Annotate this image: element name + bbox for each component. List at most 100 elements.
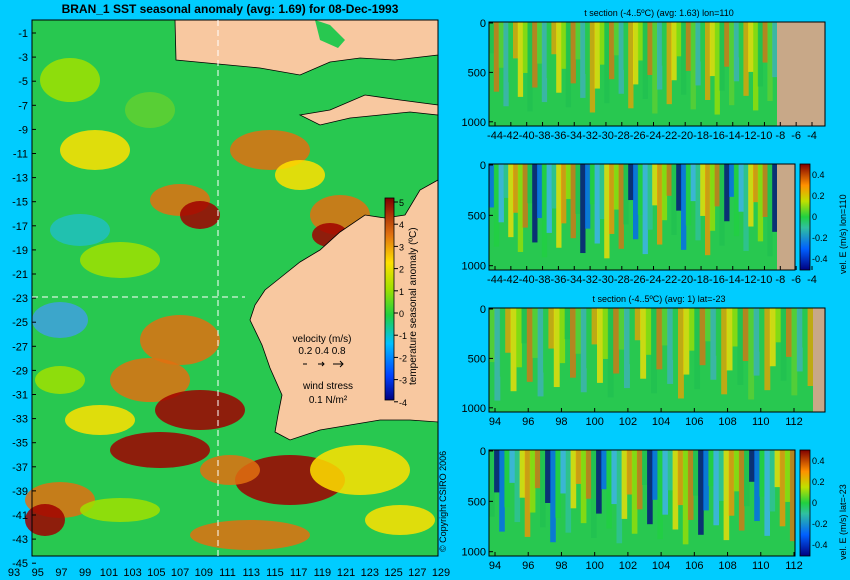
section-stripe <box>586 308 593 369</box>
section-stripe <box>671 22 677 81</box>
section-stripe <box>733 22 740 82</box>
section-stripe <box>656 308 663 370</box>
section-stripe <box>489 450 495 517</box>
panel-xtick-label: -8 <box>775 130 785 142</box>
section-stripe <box>513 164 519 213</box>
section-stripe <box>774 450 781 488</box>
section-stripe <box>700 22 706 62</box>
lon-tick-label: 119 <box>314 567 332 579</box>
section-stripe <box>807 308 814 386</box>
panel-xtick-label: -10 <box>756 274 772 286</box>
sst-colorbar-tick-label: -2 <box>399 353 407 363</box>
section-stripe <box>672 308 679 360</box>
section-stripe <box>657 164 663 245</box>
section-stripe <box>553 308 560 388</box>
section-stripe <box>784 450 791 502</box>
section-stripe <box>647 164 653 230</box>
sst-colorbar-tick-label: 5 <box>399 198 404 208</box>
panel-xtick-label: -40 <box>519 130 535 142</box>
section-stripe <box>565 450 572 533</box>
panel-xtick-label: -16 <box>709 274 725 286</box>
panel-xtick-label: 94 <box>489 416 501 428</box>
lon-tick-label: 101 <box>100 567 118 579</box>
section-stripe <box>676 164 682 211</box>
section-stripe <box>609 164 615 234</box>
lat-tick-label: -13 <box>12 173 28 185</box>
lat-tick-label: -21 <box>12 269 28 281</box>
section-stripe <box>642 450 648 485</box>
section-stripe <box>551 164 557 209</box>
lat-tick-label: -27 <box>12 341 28 353</box>
vel-colorbar-tick-label: -0.2 <box>812 519 828 529</box>
section-stripe <box>786 308 792 357</box>
section-stripe <box>695 22 701 86</box>
lon-tick-label: 111 <box>219 567 236 579</box>
section-stripe <box>753 164 759 203</box>
section-stripe <box>517 164 524 252</box>
section-stripe <box>775 308 782 343</box>
section-stripe <box>611 450 617 505</box>
section-stripe <box>780 308 787 381</box>
section-stripe <box>489 308 495 363</box>
section-stripe <box>719 22 725 91</box>
section-stripe <box>602 308 609 359</box>
section-stripe <box>703 450 709 511</box>
section-stripe <box>613 22 620 56</box>
section-stripe <box>545 450 551 503</box>
velocity-legend-arrows <box>303 360 344 368</box>
panel-xtick-label: -32 <box>582 130 598 142</box>
section-stripe <box>764 450 770 536</box>
vel-colorbar-tick-label: -0.2 <box>812 233 828 243</box>
panel-xtick-label: -42 <box>503 130 519 142</box>
panel-xtick-label: -28 <box>614 274 630 286</box>
section-stripe <box>677 450 684 506</box>
section-stripe <box>601 450 607 490</box>
panel-xtick-label: -44 <box>487 130 503 142</box>
section-stripe <box>671 164 677 236</box>
section-stripe <box>681 22 687 95</box>
lat-tick-label: -19 <box>12 245 28 257</box>
panel-xtick-label: 98 <box>555 560 567 572</box>
section-stripe <box>772 164 778 232</box>
lon-tick-label: 117 <box>290 567 308 579</box>
lon-tick-label: 129 <box>432 567 450 579</box>
panel-ytick-label: 0 <box>480 18 486 30</box>
lat-tick-label: -3 <box>18 52 28 64</box>
section-stripe <box>551 22 557 55</box>
section-stripe <box>688 308 695 351</box>
section-stripe <box>709 164 716 231</box>
anomaly-blob <box>275 160 325 190</box>
section-stripe <box>710 308 717 380</box>
section-stripe <box>570 164 576 239</box>
section-stripe <box>589 164 596 205</box>
panel-xtick-label: -40 <box>519 274 535 286</box>
vel-colorbar-tick-label: 0 <box>812 212 817 222</box>
section-stripe <box>527 164 533 204</box>
section-stripe <box>767 22 773 102</box>
section-stripe <box>609 22 615 80</box>
section-stripe <box>633 22 639 85</box>
panel-xtick-label: -42 <box>503 274 519 286</box>
section-stripe <box>522 22 528 73</box>
section-stripe <box>748 164 754 227</box>
panel-xtick-label: -16 <box>709 130 725 142</box>
panel-xtick-label: 108 <box>718 416 736 428</box>
section-stripe <box>744 450 750 507</box>
anomaly-blob <box>50 214 110 246</box>
lat-tick-label: -15 <box>12 197 28 209</box>
section-stripe <box>618 22 624 94</box>
section-stripe <box>748 22 754 72</box>
section-stripe <box>714 22 720 115</box>
section-stripe <box>575 22 581 60</box>
section-stripe <box>543 308 549 373</box>
section-stripe <box>564 308 571 340</box>
section-stripe <box>772 22 778 78</box>
section-stripe <box>585 22 591 74</box>
section-stripe <box>667 450 674 491</box>
lat-axis: -1 -3 -5 -7 -9 -11 -13 -15 -17 -19 -21 -23 -25 -27 -29… <box>12 28 36 570</box>
section-stripe <box>642 164 648 255</box>
lat-tick-label: -29 <box>12 365 28 377</box>
section-stripe <box>575 164 581 214</box>
section-stripe <box>540 450 546 528</box>
